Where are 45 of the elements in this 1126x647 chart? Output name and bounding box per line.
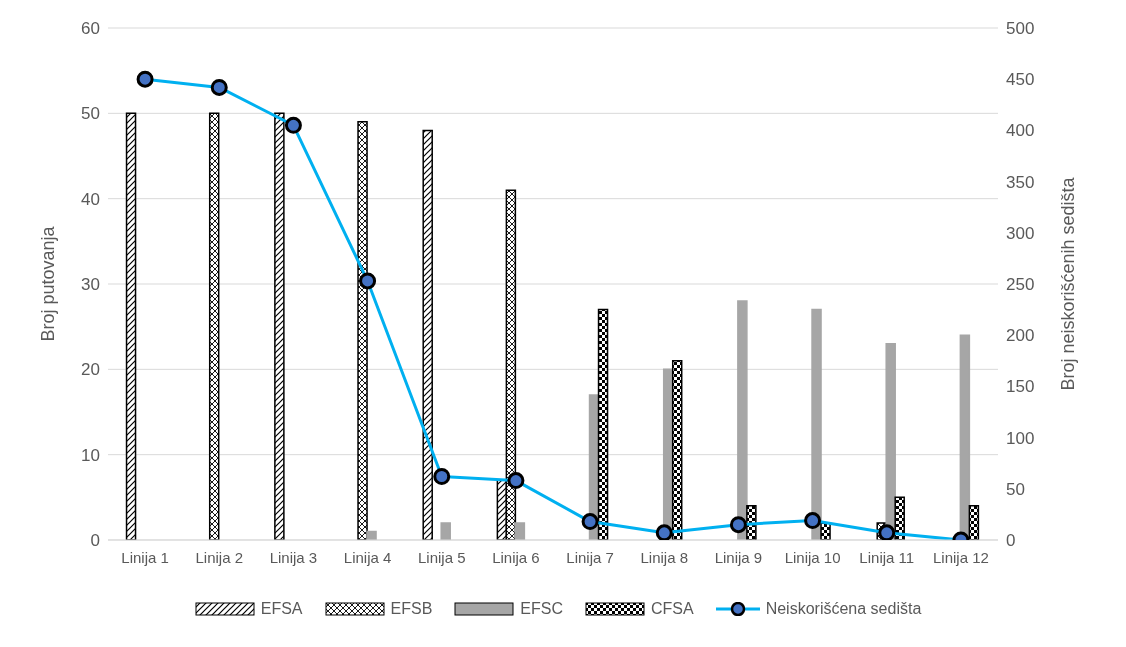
y2-tick-label: 50 xyxy=(1006,479,1025,499)
y2-axis-title: Broj neiskorišćenih sedišta xyxy=(1058,176,1079,391)
bar xyxy=(366,530,377,540)
x-tick-label: Linija 5 xyxy=(417,548,466,566)
y-axis-title: Broj putovanja xyxy=(38,225,59,342)
x-tick-label: Linija 7 xyxy=(566,548,614,566)
y-tick-label: 30 xyxy=(81,275,100,295)
y2-tick-label: 500 xyxy=(1006,19,1035,39)
y2-tick-label: 0 xyxy=(1006,531,1016,551)
y2-tick-label: 100 xyxy=(1006,428,1035,448)
y2-tick-label: 150 xyxy=(1006,377,1035,397)
y-tick-label: 20 xyxy=(81,360,100,380)
bar xyxy=(811,308,822,540)
bar xyxy=(440,522,451,540)
bar xyxy=(125,112,137,540)
x-tick-label: Linija 11 xyxy=(859,548,915,566)
x-tick-label: Linija 3 xyxy=(269,548,318,566)
y2-tick-label: 350 xyxy=(1006,172,1035,192)
bar xyxy=(885,342,896,540)
legend-label: Neiskorišćena sedišta xyxy=(764,600,922,618)
x-tick-label: Linija 6 xyxy=(492,548,540,566)
y2-tick-label: 200 xyxy=(1006,326,1035,346)
bar xyxy=(514,522,526,540)
y-tick-label: 50 xyxy=(81,104,100,124)
x-tick-label: Linija 12 xyxy=(932,548,989,566)
y-tick-label: 0 xyxy=(90,531,100,551)
x-tick-label: Linija 4 xyxy=(343,548,392,566)
x-tick-label: Linija 1 xyxy=(121,548,169,566)
y2-tick-label: 250 xyxy=(1006,275,1035,295)
x-tick-label: Linija 10 xyxy=(784,548,841,566)
legend-label: EFSB xyxy=(389,600,433,618)
y2-tick-label: 450 xyxy=(1006,70,1035,90)
y-tick-label: 60 xyxy=(81,19,100,39)
y2-tick-label: 300 xyxy=(1006,223,1035,243)
legend-label: CFSA xyxy=(650,600,694,618)
legend-label: EFSA xyxy=(259,600,303,618)
x-tick-label: Linija 9 xyxy=(714,548,763,566)
y-tick-label: 40 xyxy=(81,189,100,209)
y2-tick-label: 400 xyxy=(1006,121,1035,141)
legend-label: EFSC xyxy=(519,600,563,618)
bar xyxy=(737,300,748,540)
bar xyxy=(208,112,220,540)
x-tick-label: Linija 8 xyxy=(640,548,689,566)
y-tick-label: 10 xyxy=(81,445,100,465)
x-tick-label: Linija 2 xyxy=(195,548,244,566)
